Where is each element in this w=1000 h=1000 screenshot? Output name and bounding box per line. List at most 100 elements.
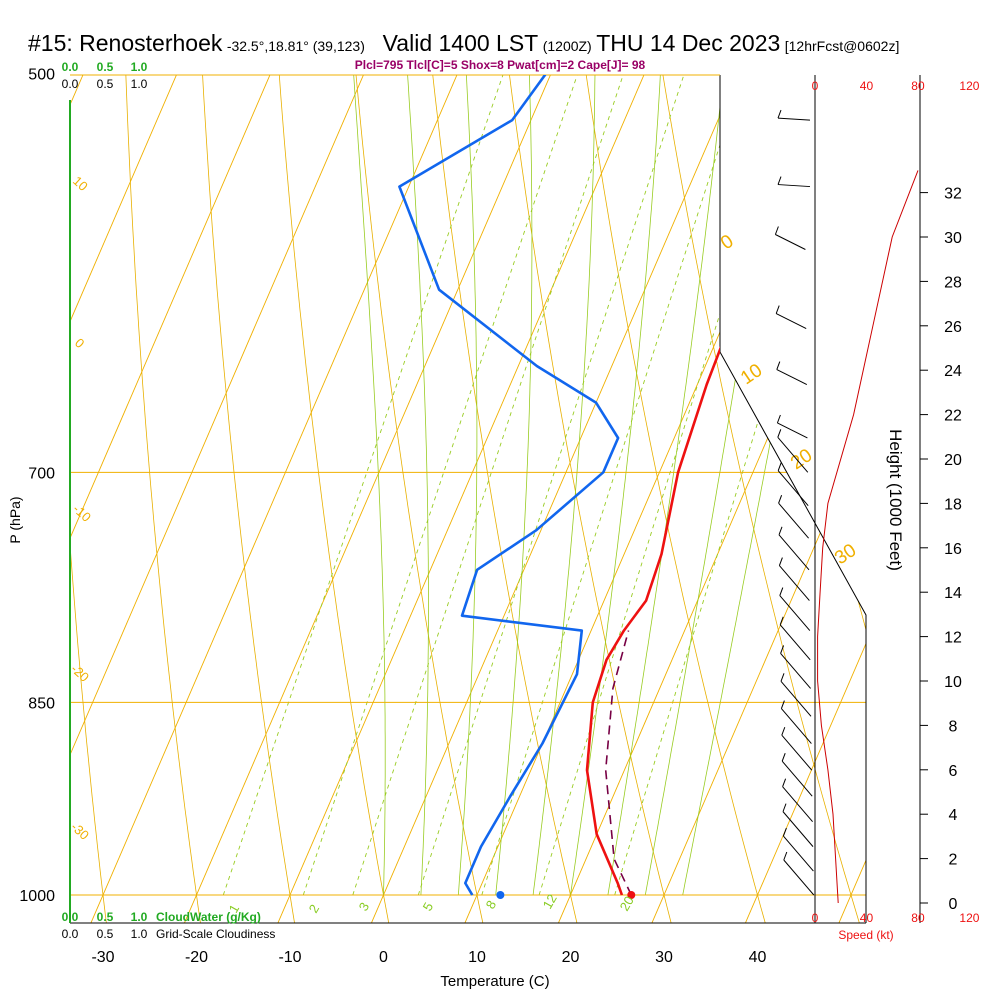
- height-tick-label: 14: [944, 585, 962, 602]
- mixing-ratio-label: 8: [483, 898, 500, 912]
- moist-adiabat: [370, 75, 429, 896]
- pressure-tick-label: 500: [28, 67, 55, 84]
- barb-staff: [783, 859, 815, 896]
- cloud-water-tick: 1.0: [131, 910, 148, 924]
- parcel-line: [604, 630, 633, 896]
- valid-time: Valid 1400 LST: [382, 30, 539, 56]
- dry-adiabat: [750, 75, 866, 923]
- height-tick-label: 8: [949, 718, 958, 735]
- barb-feather: [782, 827, 787, 837]
- barb-feather: [777, 462, 782, 471]
- dry-adiabat: [188, 75, 300, 923]
- mixing-ratio-label: 3: [356, 900, 373, 914]
- mixing-ratio-label: 5: [420, 900, 437, 914]
- height-tick-label: 24: [944, 363, 962, 380]
- wind-barb: [777, 429, 809, 473]
- pressure-tick-label: 1000: [19, 888, 55, 905]
- surface-temperature-dot: [627, 891, 636, 899]
- height-tick-label: 2: [949, 852, 958, 869]
- wind-barb: [779, 587, 811, 631]
- wind-barb: [775, 305, 807, 329]
- moist-adiabat: [323, 75, 386, 896]
- barb-staff: [778, 502, 809, 539]
- cloud-water-tick: 0.5: [97, 60, 114, 74]
- cloud-water-tick: 0.0: [62, 60, 79, 74]
- dry-adiabat: [319, 75, 490, 923]
- cloudiness-tick: 0.0: [62, 927, 79, 941]
- isotherm: [451, 75, 866, 923]
- mixing-ratio-line: [302, 75, 668, 896]
- barb-feather: [776, 361, 781, 370]
- isotherm: [638, 75, 866, 923]
- wind-barb: [778, 526, 810, 571]
- height-tick-label: 4: [949, 807, 958, 824]
- isotherm-label: 0: [72, 335, 87, 351]
- height-tick-label: 32: [944, 186, 962, 203]
- cloudiness-tick: 0.5: [97, 77, 114, 91]
- height-tick-label: 28: [944, 274, 962, 291]
- barb-feather: [776, 414, 781, 424]
- temperature-tick-label: -30: [91, 949, 114, 966]
- height-tick-label: 20: [944, 452, 962, 469]
- wind-barb: [776, 361, 808, 385]
- barb-staff: [777, 117, 811, 121]
- isotherm-label: 10: [737, 360, 766, 389]
- barb-staff: [777, 422, 808, 439]
- height-tick-label: 18: [944, 496, 962, 513]
- mixing-ratio-line: [352, 75, 713, 896]
- wind-speed-tick: 120: [959, 911, 979, 925]
- temperature-tick-label: 40: [749, 949, 767, 966]
- wind-barb: [781, 726, 813, 771]
- mixing-ratio-line: [538, 75, 866, 896]
- barb-staff: [776, 369, 808, 385]
- barb-feather: [783, 851, 788, 861]
- forecast-info: [12hrFcst@0602z]: [784, 38, 900, 54]
- wind-speed-tick: 80: [911, 79, 925, 93]
- wind-speed-tick: 40: [860, 911, 874, 925]
- dry-adiabat: [935, 0, 1000, 953]
- isotherm-label: 30: [831, 540, 860, 569]
- valid-date: THU 14 Dec 2023: [596, 30, 781, 56]
- height-tick-label: 26: [944, 319, 962, 336]
- barb-feather: [780, 700, 785, 709]
- cloud-water-label: CloudWater (g/Kg): [156, 910, 261, 924]
- barb-feather: [774, 226, 779, 235]
- temperature-tick-label: 10: [468, 949, 486, 966]
- barb-staff: [781, 734, 813, 771]
- cloud-water-tick: 0.0: [62, 910, 79, 924]
- cloudiness-label: Grid-Scale Cloudiness: [156, 927, 275, 941]
- moist-adiabat: [487, 75, 533, 896]
- barb-feather: [780, 645, 785, 654]
- barb-feather: [779, 616, 784, 626]
- barb-staff: [780, 653, 811, 689]
- dry-adiabat: [443, 75, 680, 923]
- station-coords: -32.5°,18.81° (39,123): [226, 38, 365, 54]
- chart-title: #15: Renosterhoek -32.5°,18.81° (39,123)…: [28, 30, 899, 57]
- dry-adiabat: [566, 75, 866, 923]
- height-tick-label: 12: [944, 630, 962, 647]
- mixing-ratio-line: [417, 75, 772, 896]
- wind-barb: [777, 109, 811, 121]
- wind-barb: [779, 616, 811, 661]
- y-axis-title: P (hPa): [7, 496, 23, 543]
- barb-staff: [780, 680, 812, 717]
- temperature-tick-label: -10: [278, 949, 301, 966]
- moist-adiabat: [424, 75, 478, 896]
- utc-time: (1200Z): [542, 38, 592, 54]
- surface-dewpoint-dot: [496, 891, 505, 899]
- wind-barb: [777, 462, 809, 507]
- temperature-tick-label: 30: [655, 949, 673, 966]
- isotherm-label: -20: [68, 661, 92, 685]
- barb-staff: [775, 234, 806, 250]
- temperature-tick-label: 20: [562, 949, 580, 966]
- barb-staff: [782, 811, 814, 847]
- barb-feather: [780, 673, 785, 682]
- temperature-line: [585, 75, 866, 896]
- mixing-ratio-line: [481, 75, 829, 896]
- dry-adiabat: [70, 75, 111, 923]
- mixing-ratio-label: 20: [617, 893, 637, 913]
- sounding-lines: [398, 75, 866, 899]
